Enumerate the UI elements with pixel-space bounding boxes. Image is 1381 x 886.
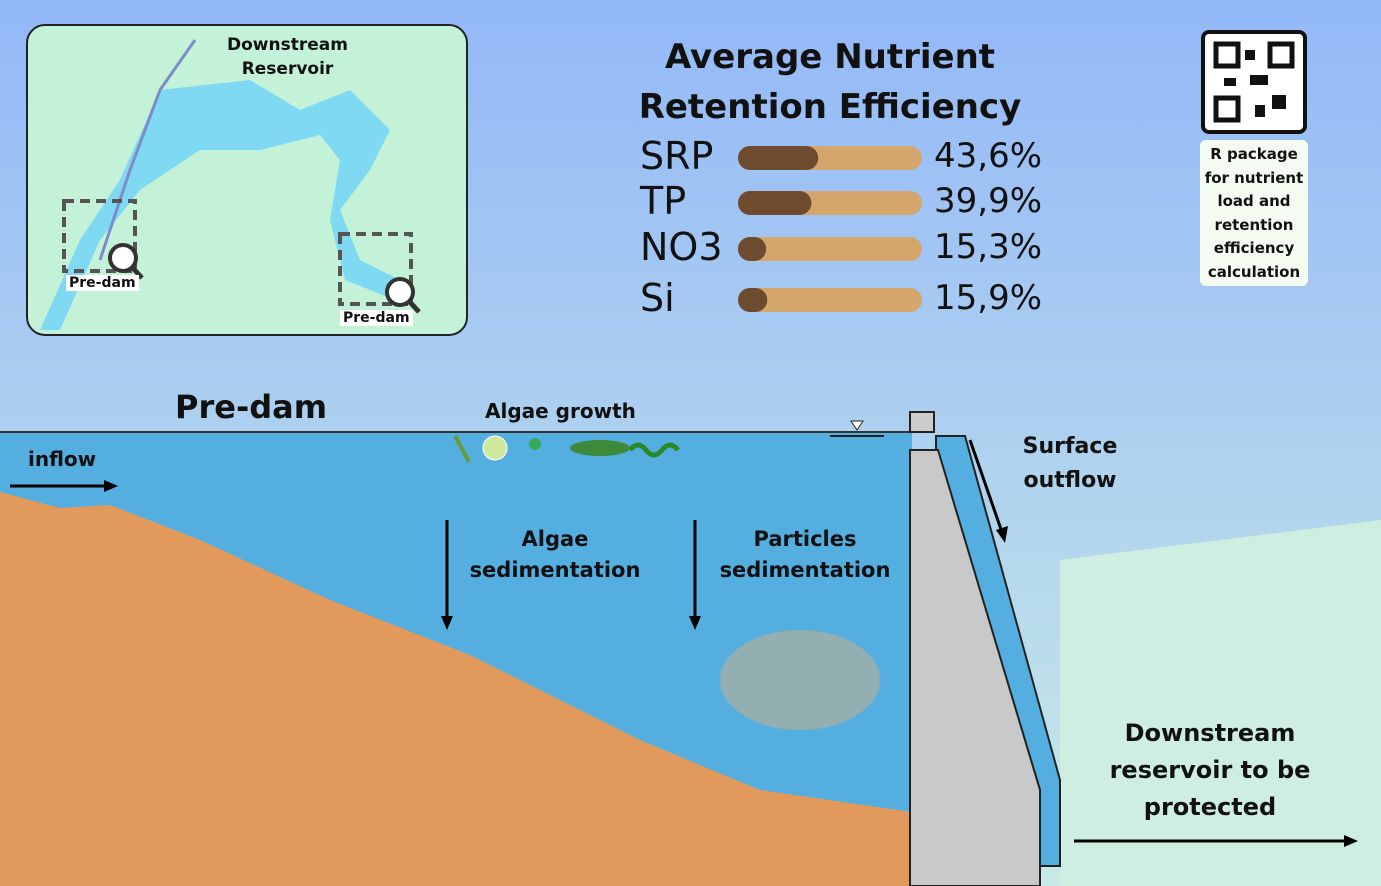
particle-cloud [720,630,880,730]
qr-code [1200,30,1308,286]
bar-chart [738,146,922,312]
particles-arrowhead [689,616,701,630]
bar [738,237,767,261]
downstream-arrowhead [1344,835,1358,847]
algae-arrowhead [441,616,453,630]
qr-caption: R package for nutrient load and retentio… [1204,145,1304,281]
label: Downstream reservoir to be protected [1109,719,1311,821]
category-label: SRP [640,134,714,178]
value-label: 15,9% [934,278,1043,318]
map [26,24,468,336]
map-label: Downstream Reservoir [227,35,348,79]
water-level-symbol [850,420,864,431]
outflow-arrowhead [996,526,1008,543]
label: Particles sedimentation [719,527,891,582]
label: Algae growth [485,399,636,423]
bar [738,146,819,170]
outflow-arrow [968,439,1005,536]
dam [909,449,1041,886]
category-label: TP [640,179,687,223]
bar-track [738,237,922,261]
value-label: 39,9% [934,181,1043,221]
map-label: Pre-dam [340,310,413,326]
inflow-arrowhead [104,480,118,492]
label: Surface outflow [1022,434,1118,493]
chart-title: Average Nutrient Retention Efficiency [638,37,1022,127]
section-title: Pre-dam [175,388,328,426]
dam-crest [909,411,935,433]
bar-track [738,288,922,312]
category-label: Si [640,276,675,320]
map-label: Pre-dam [66,275,139,291]
label: inflow [28,447,97,471]
bar [738,288,768,312]
algae-icons [453,435,680,463]
label: Algae sedimentation [469,527,641,582]
sediment [0,492,912,886]
downstream-water [1060,520,1381,886]
value-label: 43,6% [934,136,1043,176]
bar [738,191,812,215]
category-label: NO3 [640,225,723,269]
value-label: 15,3% [934,227,1043,267]
